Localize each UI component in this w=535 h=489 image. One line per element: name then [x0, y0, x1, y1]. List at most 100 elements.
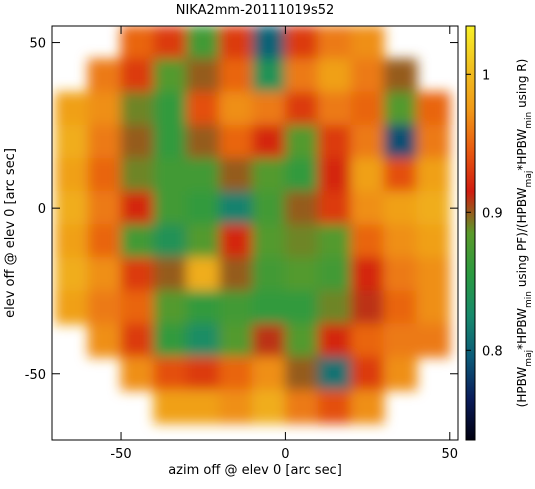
heatmap-cell	[252, 157, 286, 193]
colorbar	[465, 25, 476, 441]
heatmap-cell	[153, 257, 188, 292]
heatmap-cell	[317, 356, 352, 391]
heatmap-cell	[153, 157, 188, 193]
colorbar-label-text: using R)	[515, 59, 529, 112]
heatmap-cell	[87, 323, 122, 358]
x-tick-label: -50	[110, 447, 131, 462]
heatmap-cell	[153, 191, 188, 226]
heatmap-cell	[416, 224, 451, 259]
heatmap-cell	[252, 356, 286, 391]
heatmap-cell	[284, 290, 319, 325]
heatmap-cell	[350, 323, 385, 358]
y-tick-label: 50	[29, 37, 46, 52]
heatmap-cell	[54, 124, 89, 159]
heatmap-cell	[416, 157, 451, 193]
heatmap-cell	[54, 191, 89, 226]
heatmap-cell	[186, 356, 221, 391]
heatmap-cell	[153, 224, 188, 259]
heatmap-cell	[219, 157, 254, 193]
heatmap-cell	[383, 323, 418, 358]
heatmap-cell	[252, 224, 286, 259]
heatmap-cell	[317, 257, 352, 292]
heatmap-cell	[120, 26, 155, 60]
heatmap-cell	[120, 290, 155, 325]
y-tick-label: -50	[25, 368, 46, 383]
heatmap-cell	[252, 191, 286, 226]
heatmap-cell	[120, 124, 155, 159]
heatmap-cell	[383, 224, 418, 259]
heatmap-cell	[219, 290, 254, 325]
chart-title: NIKA2mm-20111019s52	[176, 3, 335, 18]
heatmap-cell	[416, 323, 451, 358]
heatmap-cell	[153, 91, 188, 126]
heatmap-cell	[350, 389, 385, 424]
heatmap-cell	[120, 91, 155, 126]
colorbar-label-text: (HPBW	[515, 367, 529, 408]
heatmap-cell	[252, 26, 286, 60]
colorbar-label-text: *HPBW	[515, 308, 529, 350]
heatmap-cell	[120, 191, 155, 226]
heatmap-cell	[350, 224, 385, 259]
heatmap-cell	[153, 389, 188, 424]
colorbar-label-text: using PF)/(HPBW	[515, 187, 529, 291]
heatmap-cell	[186, 257, 221, 292]
heatmap-cell	[317, 58, 352, 93]
heatmap-cell	[284, 191, 319, 226]
heatmap-cell	[383, 124, 418, 159]
heatmap-cell	[317, 389, 352, 424]
heatmap-cell	[252, 290, 286, 325]
heatmap-cell	[186, 124, 221, 159]
heatmap-cell	[350, 356, 385, 391]
colorbar-label-text: *HPBW	[515, 129, 529, 171]
heatmap-cell	[153, 58, 188, 93]
heatmap-cell	[54, 157, 89, 193]
heatmap-cell	[54, 91, 89, 126]
heatmap-cell	[219, 191, 254, 226]
heatmap-cell	[317, 323, 352, 358]
heatmap-cell	[87, 191, 122, 226]
heatmap-cell	[219, 356, 254, 391]
y-tick-label: 0	[38, 202, 46, 217]
heatmap-cell	[317, 224, 352, 259]
heatmap-cell	[317, 191, 352, 226]
heatmap-cell	[87, 290, 122, 325]
heatmap-cell	[186, 224, 221, 259]
heatmap-cell	[284, 356, 319, 391]
heatmap-cell	[317, 26, 352, 60]
heatmap-cell	[153, 290, 188, 325]
heatmap-cell	[383, 157, 418, 193]
heatmap-cell	[252, 257, 286, 292]
heatmap-cell	[416, 290, 451, 325]
heatmap-cell	[284, 58, 319, 93]
heatmap-cell	[120, 157, 155, 193]
colorbar-tick-label: 1	[482, 68, 490, 83]
heatmap-cell	[186, 389, 221, 424]
colorbar-label-subscript: maj	[524, 350, 534, 367]
heatmap-cell	[153, 323, 188, 358]
colorbar-tick-label: 0.9	[482, 206, 503, 221]
heatmap-cell	[54, 290, 89, 325]
heatmap-cell	[120, 58, 155, 93]
heatmap-cell	[120, 257, 155, 292]
plot-frame	[51, 25, 459, 441]
heatmap-cell	[219, 91, 254, 126]
y-axis-label: elev off @ elev 0 [arc sec]	[3, 148, 18, 318]
heatmap-cell	[383, 356, 418, 391]
heatmap-cell	[252, 91, 286, 126]
heatmap-cell	[317, 91, 352, 126]
heatmap-cell	[153, 124, 188, 159]
heatmap-cell	[383, 58, 418, 93]
x-axis-label: azim off @ elev 0 [arc sec]	[168, 463, 342, 478]
colorbar-label-subscript: min	[524, 291, 534, 308]
heatmap-cell	[317, 290, 352, 325]
heatmap-cell	[219, 124, 254, 159]
colorbar-label: (HPBWmaj*HPBWmin using PF)/(HPBWmaj*HPBW…	[515, 59, 534, 408]
heatmap-cell	[383, 191, 418, 226]
heatmap-cell	[284, 91, 319, 126]
heatmap-cell	[120, 224, 155, 259]
heatmap-cell	[87, 124, 122, 159]
heatmap-cell	[186, 191, 221, 226]
heatmap-cell	[153, 356, 188, 391]
heatmap-cell	[416, 257, 451, 292]
